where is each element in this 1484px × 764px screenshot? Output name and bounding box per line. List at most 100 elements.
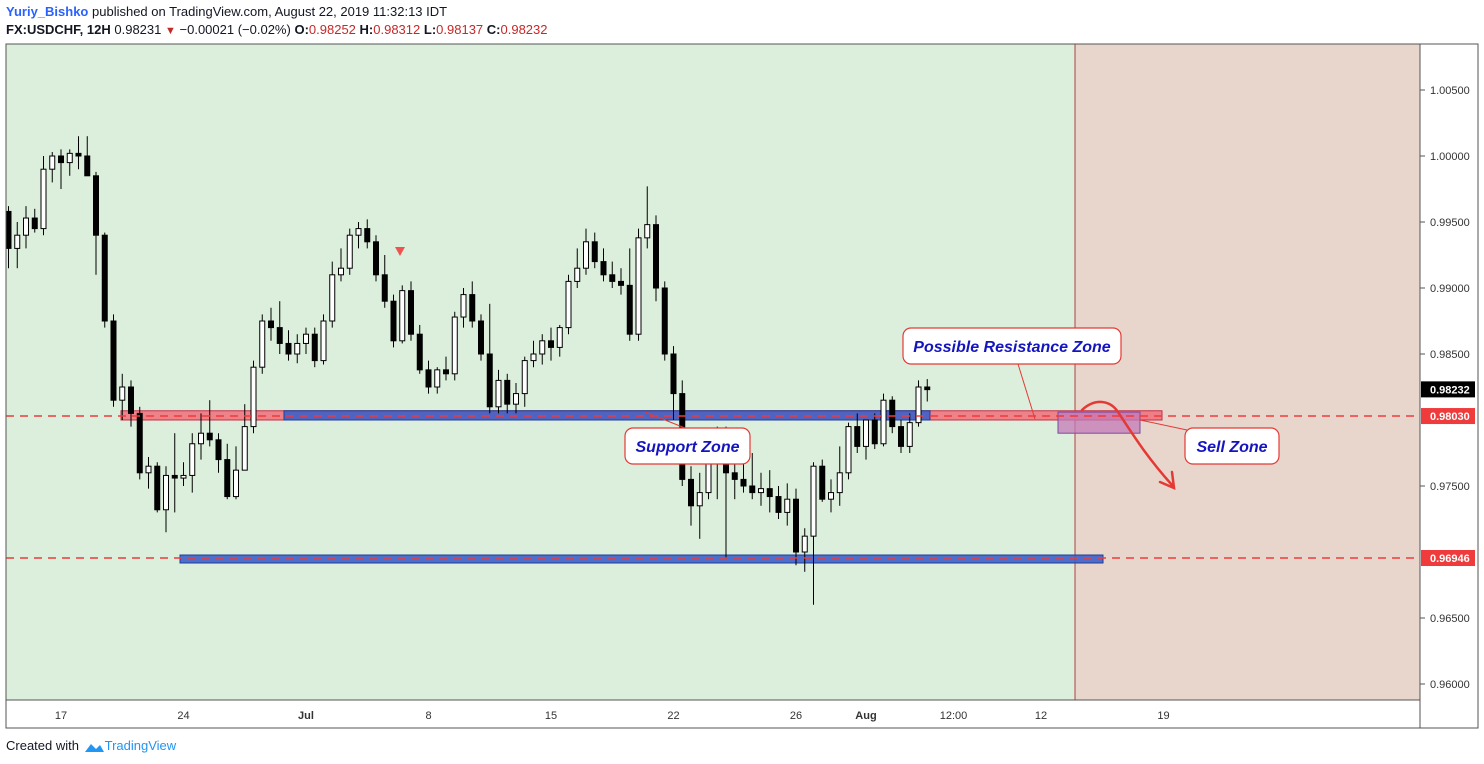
candle[interactable] <box>381 255 388 308</box>
candle[interactable] <box>93 171 99 275</box>
candle[interactable] <box>539 334 546 365</box>
candle[interactable] <box>635 228 642 341</box>
candle[interactable] <box>154 462 161 513</box>
candle[interactable] <box>793 488 799 566</box>
candle[interactable] <box>49 152 56 183</box>
candle[interactable] <box>486 303 493 414</box>
candle[interactable] <box>618 268 624 295</box>
candle[interactable] <box>128 380 134 427</box>
candle[interactable] <box>513 383 519 414</box>
candle[interactable] <box>101 232 108 328</box>
candle[interactable] <box>836 446 843 506</box>
candle[interactable] <box>653 215 659 302</box>
candle[interactable] <box>346 228 353 275</box>
candle[interactable] <box>364 219 371 249</box>
candle[interactable] <box>889 396 896 434</box>
candle[interactable] <box>294 334 301 364</box>
candle[interactable] <box>915 380 922 427</box>
candle[interactable] <box>688 466 694 526</box>
candle[interactable] <box>898 420 904 453</box>
candle[interactable] <box>425 360 432 394</box>
candle[interactable] <box>574 248 581 288</box>
author-link[interactable]: Yuriy_Bishko <box>6 4 89 19</box>
candle[interactable] <box>749 453 756 500</box>
candle[interactable] <box>775 486 782 519</box>
candle[interactable] <box>31 208 38 233</box>
candle[interactable] <box>758 472 764 506</box>
candle[interactable] <box>565 274 572 335</box>
candle[interactable] <box>110 314 117 407</box>
candle[interactable] <box>215 433 222 473</box>
candle[interactable] <box>58 149 64 189</box>
candle[interactable] <box>276 301 283 354</box>
candle[interactable] <box>469 281 476 328</box>
candle[interactable] <box>434 367 441 394</box>
candle[interactable] <box>198 413 204 460</box>
candle[interactable] <box>259 314 266 374</box>
candle[interactable] <box>329 261 336 328</box>
candle[interactable] <box>66 149 73 176</box>
candle[interactable] <box>661 281 668 361</box>
candle[interactable] <box>854 413 861 453</box>
candle[interactable] <box>224 443 231 500</box>
candle[interactable] <box>399 285 406 344</box>
lower-support-zone[interactable] <box>179 554 1104 564</box>
candle[interactable] <box>504 373 511 414</box>
candle[interactable] <box>530 340 537 368</box>
candle[interactable] <box>136 406 143 480</box>
candle[interactable] <box>583 228 589 275</box>
candle[interactable] <box>285 330 292 361</box>
candle[interactable] <box>784 483 791 526</box>
candle[interactable] <box>600 248 607 282</box>
candle[interactable] <box>311 327 318 368</box>
annotation-callout[interactable]: Possible Resistance Zone <box>902 327 1122 365</box>
candle[interactable] <box>810 462 817 605</box>
candle[interactable] <box>206 400 213 447</box>
candle[interactable] <box>819 459 826 502</box>
candle[interactable] <box>320 314 327 365</box>
candle[interactable] <box>696 472 703 539</box>
candle[interactable] <box>460 288 467 328</box>
candle[interactable] <box>233 446 239 500</box>
candle[interactable] <box>189 433 196 493</box>
candle[interactable] <box>408 281 414 341</box>
candle[interactable] <box>268 307 274 341</box>
candle[interactable] <box>180 462 187 486</box>
candle[interactable] <box>75 136 82 170</box>
candle[interactable] <box>906 413 913 453</box>
candle[interactable] <box>880 393 887 447</box>
candle[interactable] <box>14 222 21 269</box>
candle[interactable] <box>451 311 458 381</box>
candle[interactable] <box>478 314 484 361</box>
time-axis[interactable] <box>5 699 1421 729</box>
candle[interactable] <box>591 232 598 269</box>
candle[interactable] <box>626 248 633 341</box>
candle[interactable] <box>416 324 423 374</box>
candle[interactable] <box>644 186 651 249</box>
annotation-callout[interactable]: Sell Zone <box>1184 427 1280 465</box>
sell-zone[interactable] <box>1057 411 1141 434</box>
candle[interactable] <box>670 346 677 420</box>
candle[interactable] <box>23 206 29 249</box>
candle[interactable] <box>801 528 808 572</box>
candle[interactable] <box>119 373 126 420</box>
candle[interactable] <box>303 327 309 354</box>
candle[interactable] <box>84 136 91 177</box>
candle[interactable] <box>145 456 152 489</box>
candle[interactable] <box>863 419 869 460</box>
candle[interactable] <box>355 222 362 249</box>
tradingview-brand[interactable]: TradingView <box>104 738 177 753</box>
candle[interactable] <box>556 324 563 357</box>
candle[interactable] <box>924 379 931 402</box>
annotation-callout[interactable]: Support Zone <box>624 427 751 465</box>
candle[interactable] <box>250 360 257 434</box>
candle[interactable] <box>521 356 528 407</box>
candle[interactable] <box>338 248 344 282</box>
candle[interactable] <box>390 294 397 348</box>
candle[interactable] <box>495 369 502 414</box>
candle[interactable] <box>443 356 449 381</box>
candle[interactable] <box>241 404 248 471</box>
candle[interactable] <box>766 470 773 513</box>
candle[interactable] <box>163 466 169 533</box>
